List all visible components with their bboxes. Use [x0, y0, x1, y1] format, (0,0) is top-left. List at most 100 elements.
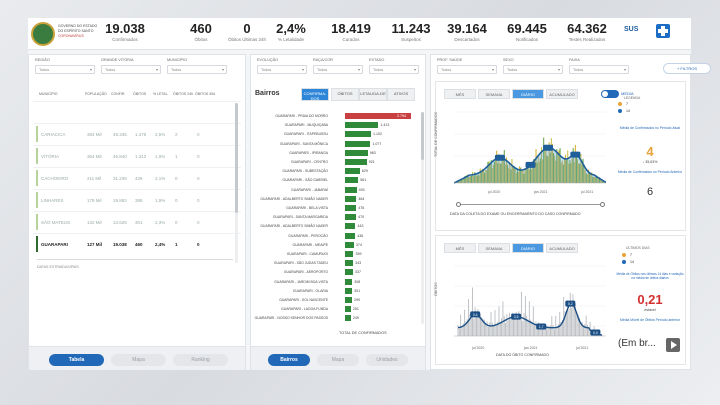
mapa-button[interactable]: Mapa: [111, 354, 166, 366]
table-row[interactable]: SÃO MATEUS 132 Mil 13.625 301 2,3% 0 0: [33, 211, 241, 232]
bairro-row[interactable]: GUARAPARI - MEAIPE 374: [255, 241, 419, 249]
filter-select[interactable]: Todos: [437, 65, 497, 74]
column-header[interactable]: MUNICÍPIO: [39, 92, 58, 96]
table-row[interactable]: LINHARES 179 Mil 19.882 388 1,9% 0 0: [33, 189, 241, 210]
filter-select[interactable]: Todos: [167, 65, 227, 74]
table-row[interactable]: CARIACICA 384 Mil 49.345 1.476 2,5% 2 0: [33, 123, 241, 144]
segment-m-s[interactable]: MÊS: [444, 89, 476, 99]
table-cell: 132 Mil: [87, 220, 102, 225]
table-row[interactable]: CACHOEIRO 211 Mil 31.236 426 2,1% 0 0: [33, 167, 241, 188]
kpi-label: Notificados: [515, 37, 539, 42]
top-date-slider[interactable]: [456, 202, 605, 207]
top-slider-start-handle[interactable]: [456, 202, 461, 207]
bairro-row[interactable]: GUARAPARI - ADALBERTO SIMÃO NADER 443: [255, 222, 419, 230]
tabela-button[interactable]: Tabela: [49, 354, 104, 366]
segment-semana[interactable]: SEMANA: [478, 243, 510, 253]
bairro-row[interactable]: GUARAPARI - ITAPEBUSSU 1.102: [255, 130, 419, 138]
table-cell: 1: [175, 242, 178, 247]
bairro-row[interactable]: GUARAPARI - IPIRANGA 963: [255, 149, 419, 157]
bairro-bar: [345, 315, 351, 322]
bairro-row[interactable]: GUARAPARI - PRAIA DO MORRO 2.794: [255, 112, 419, 120]
obitos-marker: [590, 329, 601, 336]
filter-select[interactable]: Todos: [503, 65, 563, 74]
filter-select[interactable]: Todos: [257, 65, 307, 74]
bot-legend-7-dot-icon: [622, 253, 626, 257]
filter-select[interactable]: Todos: [369, 65, 419, 74]
column-header[interactable]: ÓBITOS 30d: [195, 92, 215, 96]
column-header[interactable]: ÓBITOS 24h: [173, 92, 193, 96]
bairro-row[interactable]: GUARAPARI - JARDIM BOA VISTA 308: [255, 278, 419, 286]
bairro-row[interactable]: GUARAPARI - SÃO JUDAS TADEU 343: [255, 259, 419, 267]
media-marker: [543, 144, 554, 151]
kpi-value: 64.362: [567, 21, 607, 36]
play-icon[interactable]: [666, 338, 680, 352]
bairro-row[interactable]: GUARAPARI - LAGOA FUNDA 251: [255, 305, 419, 313]
column-header[interactable]: % LETAL.: [153, 92, 169, 96]
bairros-scroll-thumb[interactable]: [421, 112, 424, 160]
filter-label: REGIÃO: [35, 58, 50, 62]
segment-di-rio[interactable]: DIÁRIO: [512, 89, 544, 99]
filter-label: MUNICÍPIO: [167, 58, 188, 62]
bairro-row[interactable]: GUARAPARI - SANTA MARGARIDA 470: [255, 213, 419, 221]
table-cell: 31.236: [113, 176, 127, 181]
mapa-bairros-button[interactable]: Mapa: [317, 354, 359, 366]
bairro-row[interactable]: GUARAPARI - AEROPORTO 337: [255, 268, 419, 276]
bairro-row[interactable]: GUARAPARI - CENTRO 921: [255, 158, 419, 166]
table-scroll-thumb[interactable]: [235, 103, 238, 213]
bairro-row[interactable]: GUARAPARI - CAMURUGI 359: [255, 250, 419, 258]
obitos-marker: [511, 313, 522, 320]
filter-select[interactable]: Todos: [101, 65, 161, 74]
bairro-row[interactable]: GUARAPARI - JABARAÍ 493: [255, 186, 419, 194]
tab--bitos[interactable]: ÓBITOS: [331, 88, 359, 101]
segment-m-s[interactable]: MÊS: [444, 243, 476, 253]
bairro-row[interactable]: GUARAPARI - SOL NASCENTE 299: [255, 296, 419, 304]
table-row[interactable]: [33, 101, 241, 122]
tab-letalida-de[interactable]: LETALIDA-DE: [359, 88, 387, 101]
segment-acumulado[interactable]: ACUMULADO: [546, 243, 578, 253]
column-header[interactable]: POPULAÇÃO: [85, 92, 107, 96]
filter-select[interactable]: Todos: [313, 65, 363, 74]
bot-side-text2: Média Móvel de Óbitos Período anterior: [620, 318, 680, 322]
tab-confirma-dos[interactable]: CONFIRMA-DOS: [301, 88, 329, 101]
bottom-chart-xlabel: DATA DO ÓBITO CONFIRMADO: [496, 353, 549, 357]
bairro-row[interactable]: GUARAPARI - SANTA MÔNICA 1.077: [255, 140, 419, 148]
bot-xtick-1: jan 2021: [524, 346, 538, 350]
bairro-row[interactable]: GUARAPARI - BELA VISTA 476: [255, 204, 419, 212]
tab-ativos[interactable]: ATIVOS: [387, 88, 415, 101]
bairro-value: 359: [355, 252, 362, 256]
more-filters-button[interactable]: + FILTROS: [663, 63, 711, 74]
bairro-row[interactable]: GUARAPARI - ADALBERTO SIMÃO NADER 484: [255, 195, 419, 203]
segment-acumulado[interactable]: ACUMULADO: [546, 89, 578, 99]
ranking-button[interactable]: Ranking: [173, 354, 228, 366]
bairro-name: GUARAPARI - AEROPORTO: [283, 270, 328, 275]
top-slider-end-handle[interactable]: [600, 202, 605, 207]
bairro-row[interactable]: GUARAPARI - MUQUIÇABA 1.413: [255, 121, 419, 129]
top-chart-ylabel: TOTAL DE CONFIRMADOS: [434, 111, 438, 157]
bairro-row[interactable]: GUARAPARI - SÃO GABRIEL 561: [255, 176, 419, 184]
filter-select[interactable]: Todos: [569, 65, 629, 74]
filter-select[interactable]: Todos: [35, 65, 95, 74]
bairro-name: GUARAPARI - SÃO JUDAS TADEU: [273, 261, 328, 266]
bairros-scrollbar[interactable]: [421, 112, 424, 324]
obitos-marker: [536, 323, 547, 330]
obitos-marker-label: 0,4: [473, 313, 478, 317]
unidades-button[interactable]: Unidades: [366, 354, 408, 366]
bairro-name: GUARAPARI - ADALBERTO SIMÃO NADER: [260, 196, 328, 201]
bairro-bar: [345, 177, 359, 184]
bairro-row[interactable]: GUARAPARI - PEROCÃO 436: [255, 232, 419, 240]
media-toggle[interactable]: [601, 90, 619, 98]
column-header[interactable]: ÓBITOS: [133, 92, 147, 96]
kpi--letalidade: 2,4%% Letalidade: [264, 21, 318, 44]
table-row[interactable]: GUARAPARI 127 Mil 19.038 460 2,4% 1 0: [33, 233, 241, 254]
segment-di-rio[interactable]: DIÁRIO: [512, 243, 544, 253]
bairro-name: GUARAPARI - MEAIPE: [292, 242, 328, 247]
bairro-row[interactable]: GUARAPARI - NOSSO SENHOR DOS PASSOS 249: [255, 314, 419, 322]
segment-semana[interactable]: SEMANA: [478, 89, 510, 99]
column-header[interactable]: CONFIR.: [111, 92, 126, 96]
bairro-row[interactable]: GUARAPARI - OLARIA 301: [255, 287, 419, 295]
bairros-button[interactable]: Bairros: [268, 354, 310, 366]
table-cell: 2,4%: [155, 242, 166, 247]
table-scrollbar[interactable]: [235, 103, 238, 263]
table-row[interactable]: VITÓRIA 364 Mil 46.840 1.312 1,9% 1 0: [33, 145, 241, 166]
bairro-row[interactable]: GUARAPARI - SUBESTAÇÃO 629: [255, 167, 419, 175]
